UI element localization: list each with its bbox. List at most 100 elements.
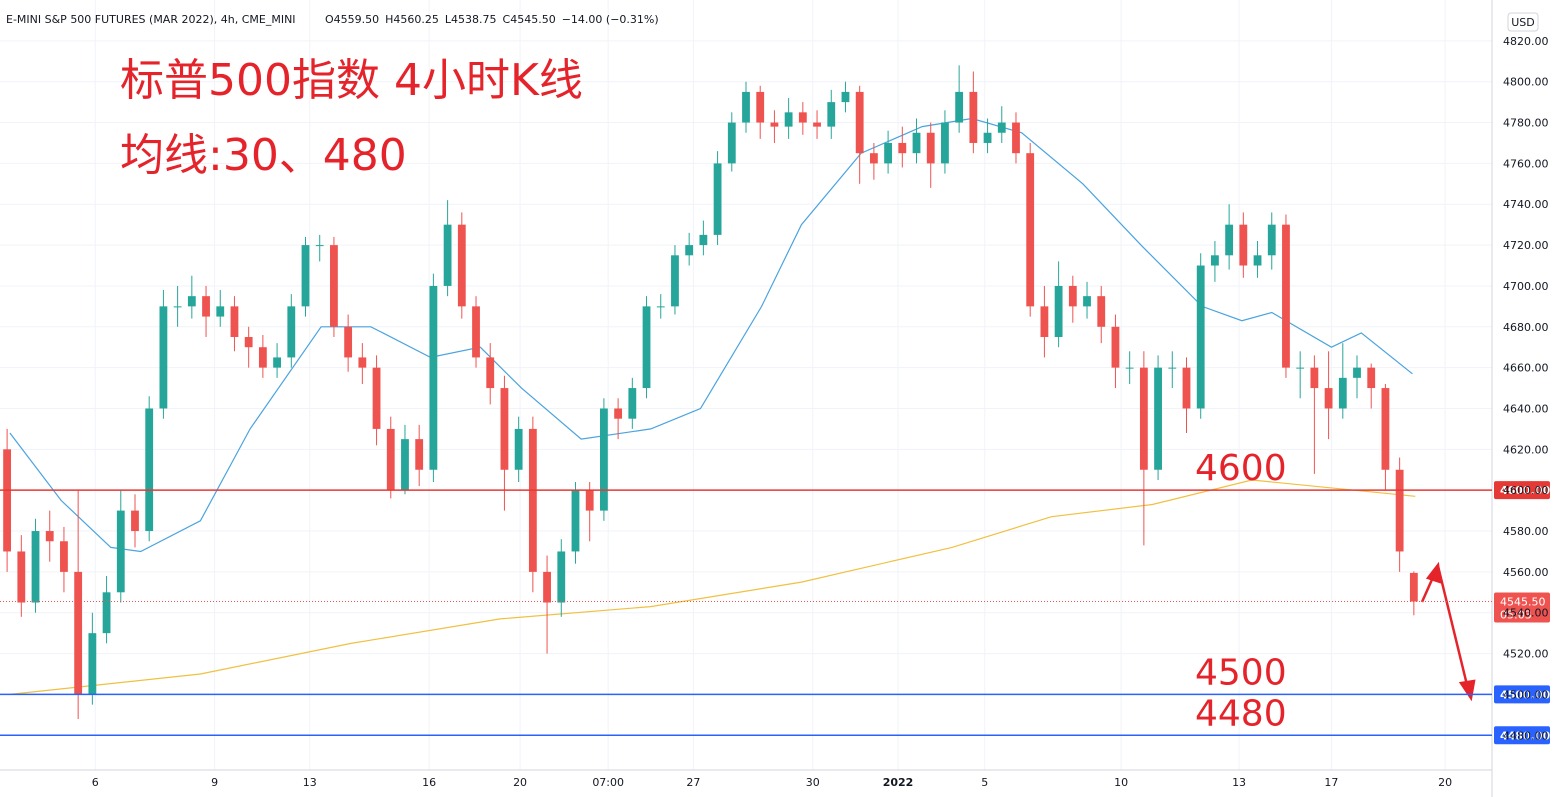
candle-body [1282, 224, 1290, 368]
y-tick-label: 4820.00 [1503, 35, 1549, 48]
candle-body [642, 306, 651, 389]
candle-body [1381, 388, 1390, 470]
last-price-label: 4545.50 [1500, 595, 1546, 608]
title: 标普500指数 4小时K线 [120, 55, 583, 106]
candle-body [1395, 469, 1404, 552]
price-tag-label: 4500.00 [1500, 688, 1550, 701]
candle-body [3, 449, 12, 552]
candle-body [102, 592, 111, 634]
candle-body [1125, 367, 1134, 369]
candle-body [116, 510, 125, 593]
countdown: 05:03 [1500, 608, 1532, 621]
quote-item: O4559.50 [325, 13, 379, 26]
candle-body [415, 439, 424, 470]
price-annotation: 4500 [1195, 652, 1287, 693]
subtitle: 均线:30、480 [120, 130, 407, 181]
header: E-MINI S&P 500 FUTURES (MAR 2022), 4h, C… [6, 13, 296, 26]
candle-body [60, 541, 68, 572]
candle-body [287, 306, 296, 358]
candle-body [770, 122, 779, 127]
x-tick-label: 2022 [883, 776, 914, 789]
y-tick-label: 4500.00 [1503, 688, 1549, 701]
arrow-down [1436, 565, 1469, 686]
candle-body [74, 571, 83, 695]
candle-body [429, 285, 438, 470]
candle-body [955, 91, 964, 123]
candle-body [841, 91, 850, 103]
y-tick-label: 4740.00 [1503, 198, 1549, 211]
candle-body [216, 306, 225, 317]
indicators [9, 117, 1416, 695]
candle-body [202, 296, 210, 317]
candle-body [997, 122, 1006, 133]
y-tick-label: 4560.00 [1503, 566, 1549, 579]
candle-body [187, 296, 196, 307]
x-tick-label: 5 [981, 776, 988, 789]
candle-body [1225, 224, 1234, 256]
candle-body [159, 306, 168, 409]
quote-item: L4538.75 [445, 13, 497, 26]
quote-item: −14.00 (−0.31%) [562, 13, 659, 26]
price-tag [1494, 481, 1550, 500]
candle-body [1253, 255, 1262, 266]
candle-body [1097, 296, 1106, 327]
price-tag [1494, 726, 1550, 745]
candle-body [557, 551, 566, 603]
candle-body [301, 245, 310, 307]
x-tick-label: 6 [92, 776, 99, 789]
candle-body [798, 112, 807, 123]
x-tick-label: 9 [211, 776, 218, 789]
candle-body [31, 531, 40, 603]
candle-body [699, 234, 708, 246]
candle-body [500, 388, 509, 470]
candle-body [926, 132, 935, 164]
candle-body [472, 306, 480, 358]
x-tick-label: 13 [1232, 776, 1246, 789]
candle-body [528, 428, 537, 572]
candle-body [358, 357, 367, 368]
candle-body [1012, 122, 1020, 154]
currency-box[interactable] [1507, 12, 1539, 32]
candle-body [244, 337, 253, 348]
candle-body [17, 551, 26, 603]
y-tick-label: 4520.00 [1503, 648, 1549, 661]
candle-body [1409, 572, 1418, 602]
candle-body [941, 122, 949, 164]
candle-body [1139, 367, 1148, 470]
candle-body [1196, 265, 1205, 409]
candle-body [372, 367, 381, 429]
x-tick-label: 16 [422, 776, 436, 789]
candle-body [88, 633, 97, 695]
candle-body [727, 122, 736, 164]
x-tick-label: 17 [1324, 776, 1338, 789]
candle-body [1338, 377, 1347, 409]
candle-body [1211, 255, 1219, 266]
candle-body [628, 388, 637, 419]
candle-body [1310, 367, 1319, 389]
y-tick-label: 4680.00 [1503, 321, 1549, 334]
candle-body [1054, 285, 1063, 338]
candle-body [1026, 153, 1035, 307]
y-tick-label: 4660.00 [1503, 362, 1549, 375]
candle-body [585, 490, 594, 511]
candle-body [855, 91, 864, 154]
symbol: E-MINI S&P 500 FUTURES (MAR 2022), 4h, C… [6, 13, 296, 26]
candle-body [543, 571, 551, 603]
y-tick-label: 4700.00 [1503, 280, 1549, 293]
currency: USD [1511, 16, 1535, 29]
x-tick-label: 13 [303, 776, 317, 789]
candle-body [813, 122, 821, 127]
candle-body [401, 439, 409, 491]
candle-body [230, 306, 239, 338]
x-tick-label: 20 [513, 776, 527, 789]
y-tick-label: 4540.00 [1503, 607, 1549, 620]
quote-item: C4545.50 [503, 13, 556, 26]
candle-body [1068, 285, 1077, 307]
candle-body [443, 224, 452, 286]
candle-body [1083, 296, 1091, 307]
candle-body [756, 91, 765, 123]
candle-body [983, 132, 992, 143]
price-tag [1494, 685, 1550, 704]
y-tick-label: 4780.00 [1503, 117, 1549, 130]
